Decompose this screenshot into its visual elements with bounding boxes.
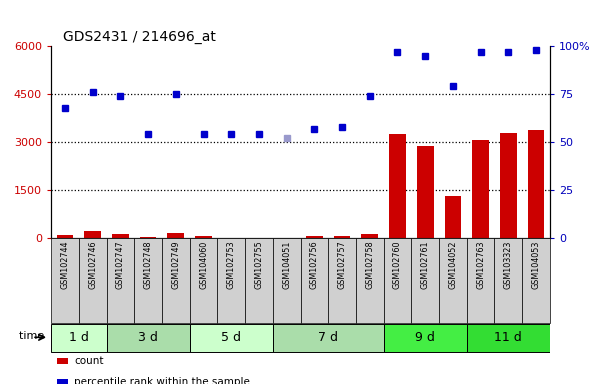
Text: GSM102755: GSM102755: [254, 241, 263, 290]
FancyBboxPatch shape: [328, 238, 356, 323]
Bar: [112, 234, 129, 238]
FancyBboxPatch shape: [79, 238, 106, 323]
FancyBboxPatch shape: [495, 238, 522, 323]
Text: 9 d: 9 d: [415, 331, 435, 344]
FancyBboxPatch shape: [106, 238, 134, 323]
FancyBboxPatch shape: [522, 238, 550, 323]
FancyBboxPatch shape: [356, 238, 383, 323]
Text: GSM102746: GSM102746: [88, 241, 97, 289]
Text: GSM104060: GSM104060: [199, 241, 208, 289]
Bar: [195, 237, 212, 238]
Text: GSM104052: GSM104052: [448, 241, 457, 289]
Bar: [361, 234, 378, 238]
FancyBboxPatch shape: [106, 324, 190, 352]
Text: 11 d: 11 d: [495, 331, 522, 344]
Text: GSM104051: GSM104051: [282, 241, 291, 289]
Text: GSM102749: GSM102749: [171, 241, 180, 289]
Text: GSM102758: GSM102758: [365, 241, 374, 289]
Bar: [140, 237, 156, 238]
Text: GSM103323: GSM103323: [504, 241, 513, 289]
Text: GSM102761: GSM102761: [421, 241, 430, 289]
Text: 5 d: 5 d: [221, 331, 241, 344]
Bar: [528, 130, 545, 238]
Bar: [84, 231, 101, 238]
Text: GSM102753: GSM102753: [227, 241, 236, 289]
FancyBboxPatch shape: [273, 238, 300, 323]
Text: 1 d: 1 d: [69, 331, 89, 344]
Bar: [500, 134, 517, 238]
Text: GSM102763: GSM102763: [476, 241, 485, 289]
FancyBboxPatch shape: [411, 238, 439, 323]
Text: GSM104053: GSM104053: [531, 241, 540, 289]
FancyBboxPatch shape: [190, 324, 273, 352]
Bar: [417, 146, 433, 238]
Text: GSM102748: GSM102748: [144, 241, 153, 289]
FancyBboxPatch shape: [383, 324, 467, 352]
FancyBboxPatch shape: [51, 324, 106, 352]
Text: percentile rank within the sample: percentile rank within the sample: [74, 377, 250, 384]
Text: GSM102747: GSM102747: [116, 241, 125, 289]
Text: GSM102760: GSM102760: [393, 241, 402, 289]
Text: GSM102744: GSM102744: [61, 241, 70, 289]
FancyBboxPatch shape: [51, 238, 79, 323]
Bar: [306, 236, 323, 238]
FancyBboxPatch shape: [190, 238, 218, 323]
FancyBboxPatch shape: [218, 238, 245, 323]
FancyBboxPatch shape: [439, 238, 467, 323]
FancyBboxPatch shape: [300, 238, 328, 323]
FancyBboxPatch shape: [467, 324, 550, 352]
FancyBboxPatch shape: [383, 238, 411, 323]
Text: GSM102756: GSM102756: [310, 241, 319, 289]
FancyBboxPatch shape: [273, 324, 383, 352]
Bar: [168, 233, 184, 238]
Bar: [445, 195, 461, 238]
Text: 3 d: 3 d: [138, 331, 158, 344]
Bar: [472, 140, 489, 238]
Text: GDS2431 / 214696_at: GDS2431 / 214696_at: [63, 30, 216, 44]
FancyBboxPatch shape: [467, 238, 495, 323]
Text: time: time: [19, 331, 48, 341]
Bar: [389, 134, 406, 238]
Text: GSM102757: GSM102757: [338, 241, 347, 290]
FancyBboxPatch shape: [245, 238, 273, 323]
Text: count: count: [74, 356, 103, 366]
Bar: [334, 236, 350, 238]
FancyBboxPatch shape: [134, 238, 162, 323]
FancyBboxPatch shape: [162, 238, 190, 323]
Bar: [56, 235, 73, 238]
Text: 7 d: 7 d: [318, 331, 338, 344]
